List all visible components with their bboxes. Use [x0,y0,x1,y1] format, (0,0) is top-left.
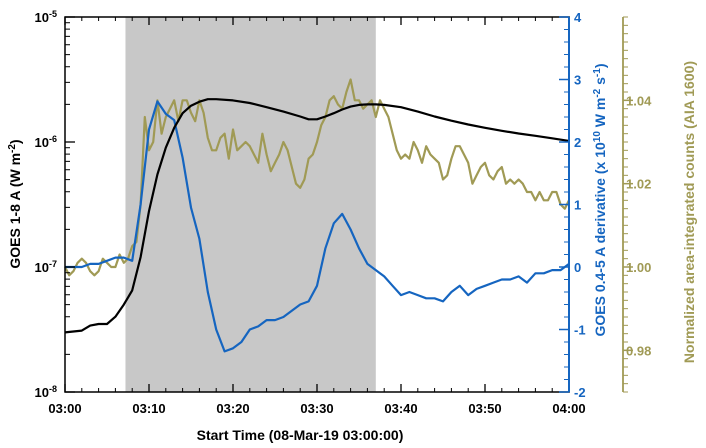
right-derivative-tick-label: 1 [574,198,581,213]
left-axis: 10-8 10-7 10-6 10-5 [35,9,75,400]
x-tick-label: 03:30 [300,401,333,416]
left-tick-label: 10-7 [35,259,57,275]
series-line-right2 [64,78,570,277]
x-tick-label: 04:00 [552,401,585,416]
left-tick-label: 10-6 [35,134,57,150]
x-tick-label: 03:50 [468,401,501,416]
right-axis-derivative-title: GOES 0.4-5 A derivative (x 1010 W m-2 s-… [592,63,609,336]
right-axis-aia: 0.98 1.00 1.02 1.04 [622,16,652,393]
x-tick-label: 03:20 [216,401,249,416]
right-axis-derivative: -2 -1 0 1 2 3 4 [559,10,586,400]
right-derivative-tick-label: -1 [574,323,586,338]
right-aia-tick-label: 1.04 [626,93,652,108]
right-derivative-tick-label: 2 [574,135,581,150]
right-derivative-tick-label: 0 [574,260,581,275]
x-axis-title: Start Time (08-Mar-19 03:00:00) [197,427,404,443]
right-aia-tick-label: 1.00 [626,260,651,275]
series-layer [64,78,570,353]
x-tick-label: 03:40 [384,401,417,416]
left-tick-label: 10-8 [35,384,57,400]
right-aia-tick-label: 0.98 [626,343,651,358]
left-tick-label: 10-5 [35,9,57,25]
right-derivative-tick-label: -2 [574,385,586,400]
right-axis-aia-title: Normalized area-integrated counts (AIA 1… [681,61,697,363]
right-derivative-tick-label: 4 [574,10,582,25]
left-axis-title: GOES 1-8 A (W m-2) [7,139,24,268]
shaded-interval [125,17,376,392]
x-tick-label: 03:10 [132,401,165,416]
series-line-left [64,98,570,334]
right-derivative-tick-label: 3 [574,73,581,88]
x-tick-label: 03:00 [48,401,81,416]
series-line-right1 [65,100,570,353]
right-aia-tick-label: 1.02 [626,177,651,192]
x-axis: 03:00 03:10 03:20 03:30 03:40 03:50 04:00 [48,17,586,416]
